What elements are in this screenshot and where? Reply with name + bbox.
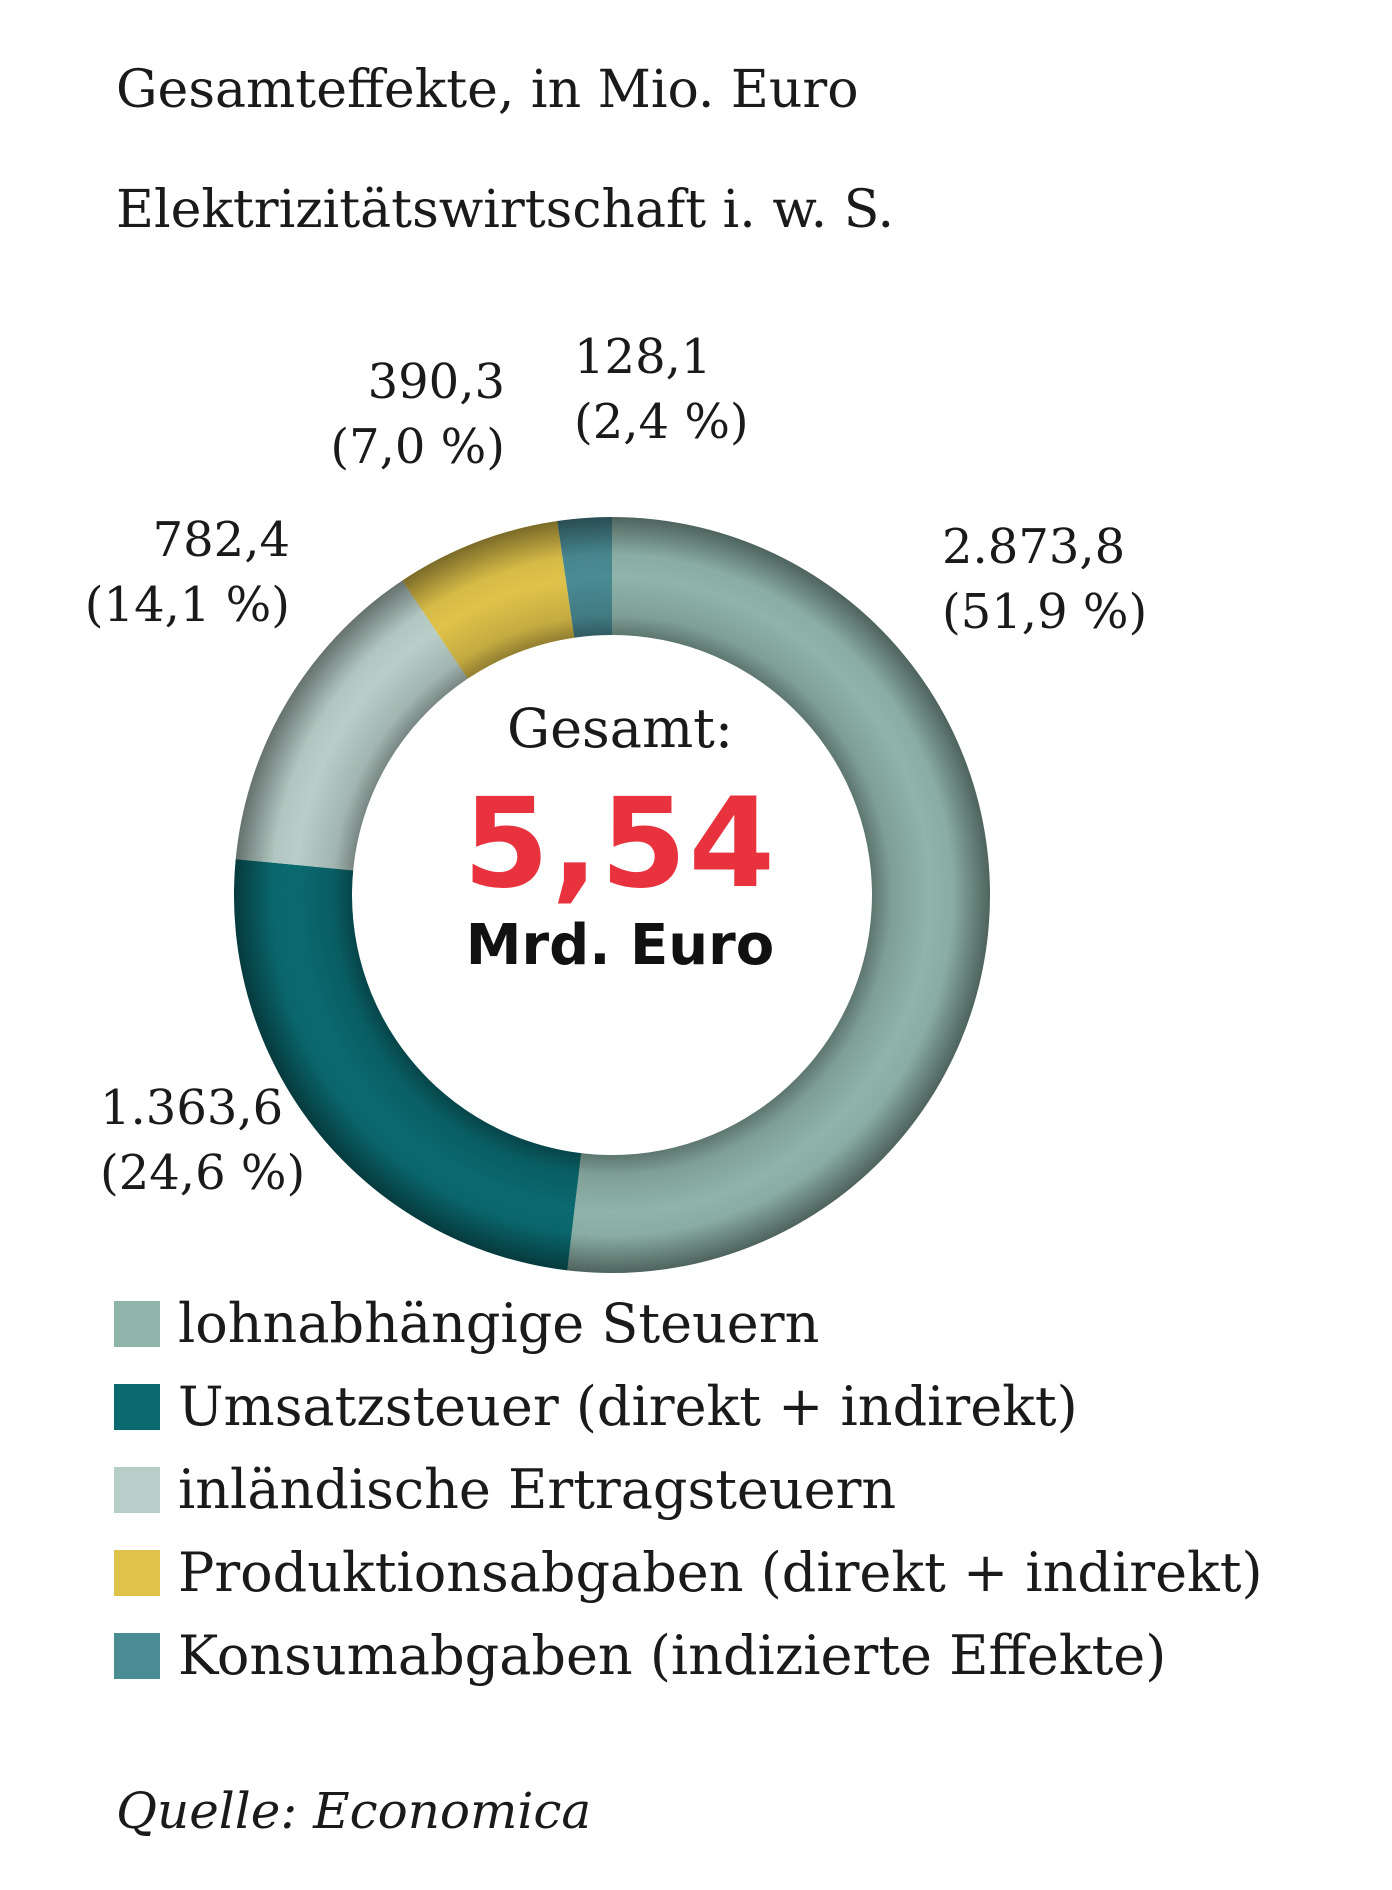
- legend-item-umsatzsteuer: Umsatzsteuer (direkt + indirekt): [114, 1365, 1263, 1448]
- legend-item-konsumabgaben: Konsumabgaben (indizierte Effekte): [114, 1614, 1263, 1697]
- slice-percent-label: (2,4 %): [574, 393, 749, 450]
- legend-item-ertragsteuern: inländische Ertragsteuern: [114, 1448, 1263, 1531]
- slice-label-ertragsteuern: 782,4 (14,1 %): [80, 508, 290, 638]
- total-unit: Mrd. Euro: [465, 913, 775, 978]
- slice-percent-label: (51,9 %): [942, 583, 1148, 640]
- legend-label: lohnabhängige Steuern: [178, 1292, 820, 1355]
- legend-label: inländische Ertragsteuern: [178, 1458, 897, 1521]
- legend-swatch: [114, 1549, 160, 1596]
- legend-swatch: [114, 1632, 160, 1679]
- slice-value-label: 390,3: [367, 354, 505, 410]
- legend-item-produktionsabgaben: Produktionsabgaben (direkt + indirekt): [114, 1531, 1263, 1614]
- slice-percent-label: (7,0 %): [330, 418, 505, 475]
- legend-label: Umsatzsteuer (direkt + indirekt): [178, 1375, 1078, 1438]
- donut-ring-shading: [234, 517, 990, 1273]
- legend: lohnabhängige Steuern Umsatzsteuer (dire…: [114, 1282, 1263, 1697]
- slice-label-konsumabgaben: 128,1 (2,4 %): [574, 325, 749, 455]
- slice-label-umsatzsteuer: 1.363,6 (24,6 %): [100, 1076, 305, 1206]
- total-value: 5,54: [463, 772, 777, 916]
- center-heading: Gesamt:: [506, 697, 734, 760]
- donut-chart: [234, 517, 991, 1274]
- legend-item-lohnabhaengige-steuern: lohnabhängige Steuern: [114, 1282, 1263, 1365]
- slice-percent-label: (14,1 %): [84, 576, 290, 633]
- slice-label-lohnabhaengige-steuern: 2.873,8 (51,9 %): [942, 515, 1147, 645]
- slice-value-label: 2.873,8: [942, 519, 1126, 575]
- slice-value-label: 128,1: [574, 329, 712, 385]
- chart-title: Gesamteffekte, in Mio. Euro: [116, 60, 859, 120]
- legend-swatch: [114, 1300, 160, 1347]
- source-note: Quelle: Economica: [116, 1782, 592, 1840]
- legend-label: Konsumabgaben (indizierte Effekte): [178, 1624, 1167, 1687]
- legend-swatch: [114, 1466, 160, 1513]
- legend-label: Produktionsabgaben (direkt + indirekt): [178, 1541, 1263, 1604]
- slice-percent-label: (24,6 %): [100, 1144, 306, 1201]
- slice-label-produktionsabgaben: 390,3 (7,0 %): [320, 350, 505, 480]
- legend-swatch: [114, 1383, 160, 1430]
- chart-subtitle: Elektrizitätswirtschaft i. w. S.: [116, 180, 895, 240]
- slice-value-label: 782,4: [152, 512, 290, 568]
- slice-value-label: 1.363,6: [100, 1080, 284, 1136]
